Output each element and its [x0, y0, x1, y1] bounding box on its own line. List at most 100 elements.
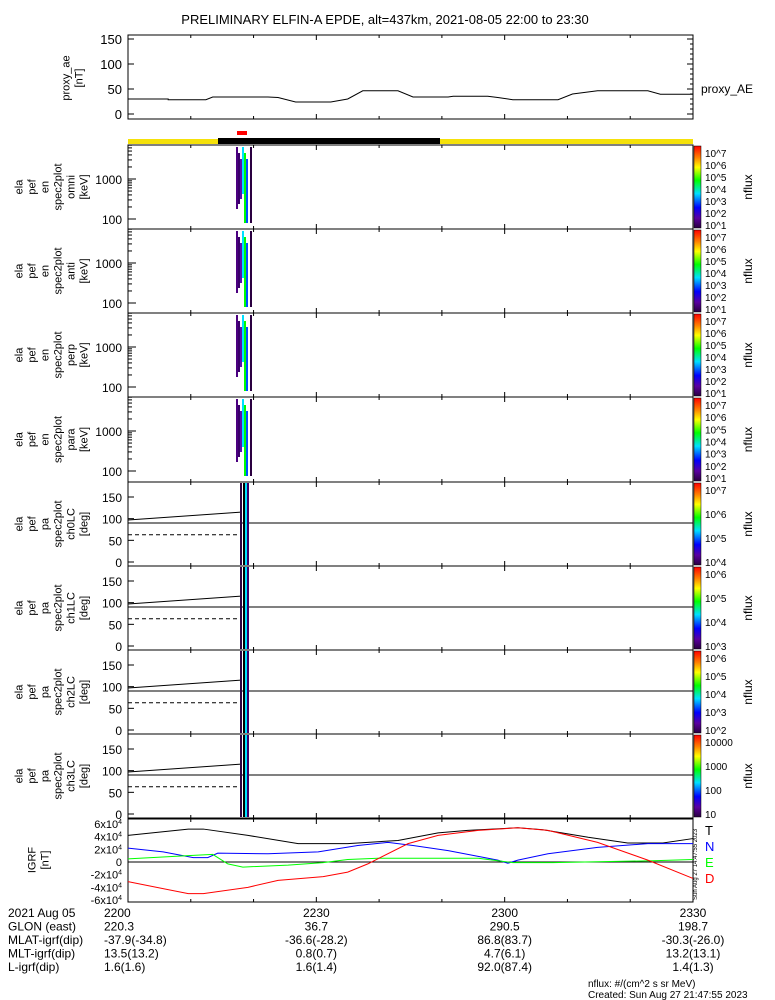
- colorbar-tick-label: 10^2: [705, 209, 727, 220]
- pitch-angle-axis-label: pef: [27, 683, 39, 699]
- colorbar-tick-label: 10^6: [705, 510, 727, 521]
- y-tick-label: 100: [102, 681, 122, 695]
- y-tick-label: 50: [109, 786, 123, 800]
- spectrogram-axis-label: spec2plot: [53, 163, 65, 210]
- colorbar-label: nflux: [741, 342, 755, 367]
- flux-streak: [250, 147, 252, 223]
- y-tick-label: 50: [108, 82, 122, 97]
- y-tick-label: 150: [102, 491, 122, 505]
- flux-streak: [236, 399, 238, 462]
- flux-streak: [245, 567, 247, 649]
- spectrogram-axis-label: anti: [66, 262, 78, 280]
- flux-streak: [247, 735, 249, 817]
- flux-streak: [247, 567, 249, 649]
- pitch-angle-axis-label: ch3LC: [66, 760, 78, 792]
- spectrogram-axis-label: omni: [66, 175, 78, 199]
- y-tick-label: 150: [100, 32, 122, 47]
- science-zone-marker: [237, 131, 247, 135]
- flux-streak: [246, 159, 248, 223]
- colorbar: [693, 397, 702, 482]
- spectrogram-axis-label: spec2plot: [53, 247, 65, 294]
- flux-streak: [247, 483, 249, 565]
- spectrogram-panel: [127, 312, 694, 398]
- flux-streak: [240, 327, 242, 367]
- pitch-angle-axis-label: ch2LC: [66, 676, 78, 708]
- y-tick-label: 0: [115, 556, 122, 570]
- y-tick-label: 150: [102, 743, 122, 757]
- colorbar-label: nflux: [741, 174, 755, 199]
- ephemeris-value: -37.9(-34.8): [104, 933, 167, 947]
- spectrogram-axis-label: ela: [14, 347, 26, 363]
- colorbar-tick-label: 10^4: [705, 353, 727, 364]
- colorbar: [693, 313, 702, 397]
- colorbar-tick-label: 1000: [705, 762, 728, 773]
- flux-streak: [243, 735, 245, 817]
- flux-streak: [240, 483, 242, 565]
- y-tick-label: 2x104: [94, 844, 122, 856]
- colorbar-tick-label: 10^4: [705, 558, 727, 569]
- ephemeris-value: 2200: [104, 906, 131, 920]
- flux-streak: [236, 315, 238, 377]
- pitch-angle-axis-label: spec2plot: [53, 500, 65, 547]
- y-tick-label: 50: [109, 534, 123, 548]
- flux-streak: [240, 567, 242, 649]
- ephemeris-value: 4.7(6.1): [484, 947, 525, 961]
- ephemeris-value: -30.3(-26.0): [662, 933, 725, 947]
- y-tick-label: 0: [115, 107, 122, 122]
- pitch-angle-panel: [127, 649, 694, 735]
- igrf-E-line: [127, 853, 694, 868]
- pitch-angle-panel: [127, 565, 694, 651]
- plot-title: PRELIMINARY ELFIN-A EPDE, alt=437km, 202…: [181, 12, 588, 27]
- y-tick-label: 1000: [95, 173, 122, 187]
- spectrogram-axis-label: spec2plot: [53, 331, 65, 378]
- colorbar-tick-label: 10^1: [705, 221, 727, 232]
- spectrogram-axis-label: pef: [27, 346, 39, 362]
- colorbar-label: nflux: [741, 595, 755, 620]
- igrf-legend-D: D: [705, 871, 714, 886]
- colorbar-tick-label: 10^1: [705, 389, 727, 400]
- flux-streak: [240, 411, 242, 452]
- flux-streak: [243, 651, 245, 733]
- y-tick-label: 100: [102, 513, 122, 527]
- loss-cone-line: [127, 595, 242, 605]
- proxy-ae-legend: proxy_AE: [701, 82, 753, 96]
- colorbar-tick-label: 10^6: [705, 245, 727, 256]
- flux-streak: [242, 147, 244, 194]
- colorbar-tick-label: 10^2: [705, 462, 727, 473]
- igrf-legend-T: T: [705, 823, 713, 838]
- spectrogram-axis-label: en: [40, 265, 52, 277]
- footnote: nflux: #/(cm^2 s sr MeV): [588, 979, 696, 990]
- spectrogram-axis-label: en: [40, 349, 52, 361]
- pitch-angle-axis-label: ela: [14, 768, 26, 784]
- ephemeris-value: 36.7: [305, 920, 329, 934]
- flux-streak: [240, 243, 242, 283]
- pitch-angle-axis-label: [deg]: [79, 680, 91, 704]
- flux-streak: [244, 237, 246, 307]
- pitch-angle-axis-label: ela: [14, 600, 26, 616]
- spectrogram-axis-label: spec2plot: [53, 416, 65, 463]
- spectrogram-panel: [127, 144, 694, 230]
- pitch-angle-axis-label: ela: [14, 684, 26, 700]
- colorbar: [693, 566, 702, 650]
- flux-streak: [245, 651, 247, 733]
- ephemeris-value: 92.0(87.4): [477, 960, 532, 974]
- spectrogram-axis-label: pef: [27, 431, 39, 447]
- spectrogram-axis-label: perp: [66, 344, 78, 366]
- y-tick-label: 0: [115, 808, 122, 822]
- ephemeris-value: 86.8(83.7): [477, 933, 532, 947]
- flux-streak: [243, 483, 245, 565]
- ephemeris-value: 198.7: [678, 920, 708, 934]
- colorbar-tick-label: 10^5: [705, 594, 727, 605]
- ephemeris-value: 13.5(13.2): [104, 947, 159, 961]
- colorbar-tick-label: 10^2: [705, 377, 727, 388]
- flux-streak: [243, 567, 245, 649]
- loss-cone-line: [127, 679, 242, 689]
- shadow-bar: [218, 138, 440, 144]
- colorbar-tick-label: 10^6: [705, 654, 727, 665]
- y-tick-label: 100: [102, 381, 122, 395]
- spectrogram-axis-label: pef: [27, 178, 39, 194]
- ephemeris-row-label: L-igrf(dip): [8, 960, 59, 974]
- flux-streak: [245, 483, 247, 565]
- flux-streak: [238, 153, 240, 204]
